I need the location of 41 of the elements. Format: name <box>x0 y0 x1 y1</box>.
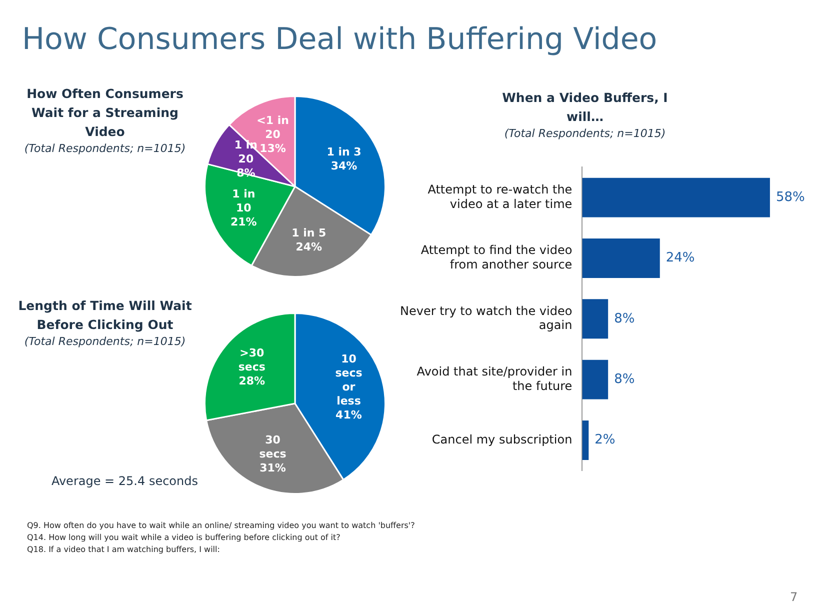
bar <box>582 420 589 460</box>
bar <box>582 360 608 400</box>
text: (Total Respondents; n=1015) <box>23 335 187 348</box>
y-tick-label: Avoid that site/provider in the future <box>416 364 572 393</box>
text: How Often Consumers Wait for a Streaming Video <box>26 85 184 141</box>
slice-label: 1 in 3 <box>326 145 362 158</box>
chart-title: When a Video Buffers, I will… <box>501 89 669 126</box>
data-label: 34% <box>330 159 358 172</box>
chart-subtitle: (Total Respondents; n=1015) <box>503 127 667 140</box>
bar <box>582 178 770 218</box>
bar <box>582 299 608 339</box>
data-label: 31% <box>260 462 286 475</box>
text: Length of Time Will Wait Before Clicking Out <box>17 297 193 334</box>
text: Q9. How often do you have to wait while an online/ streaming video you want to watch 'buffers'? <box>27 520 416 532</box>
y-tick-label: Cancel my subscription <box>432 432 572 446</box>
data-label: 8% <box>614 372 635 387</box>
slice-label: >30 secs <box>238 346 266 374</box>
data-label: 21% <box>230 216 257 229</box>
text: 7 <box>790 590 798 604</box>
slice-label: <1 in 20 <box>256 114 289 142</box>
data-label: 28% <box>238 374 266 388</box>
bar <box>582 238 660 278</box>
slice-label: 1 in 10 <box>232 188 256 215</box>
data-label: 41% <box>336 408 362 422</box>
text: Q18. If a video that I am watching buffers, I will: <box>27 544 221 556</box>
text: (Total Respondents; n=1015) <box>23 142 187 155</box>
slice-label: 30 secs <box>259 434 287 461</box>
slice-label: 1 in 5 <box>292 226 326 240</box>
text: Q14. How long will you wait while a video is buffering before clicking out of it? <box>27 532 342 544</box>
data-label: 2% <box>594 432 616 448</box>
y-tick-label: Attempt to find the video from another source <box>420 243 572 272</box>
text: Average = 25.4 seconds <box>50 474 198 488</box>
data-label: 13% <box>260 142 286 156</box>
y-tick-label: Never try to watch the video again <box>400 304 572 332</box>
data-label: 58% <box>776 190 805 205</box>
data-label: 8% <box>614 311 635 326</box>
slice-label: 10 secs or less <box>335 352 363 408</box>
text: How Consumers Deal with Buffering Video <box>22 22 658 57</box>
data-label: 24% <box>666 250 695 266</box>
y-tick-label: Attempt to re-watch the video at a later time <box>428 182 572 211</box>
data-label: 24% <box>296 240 322 254</box>
